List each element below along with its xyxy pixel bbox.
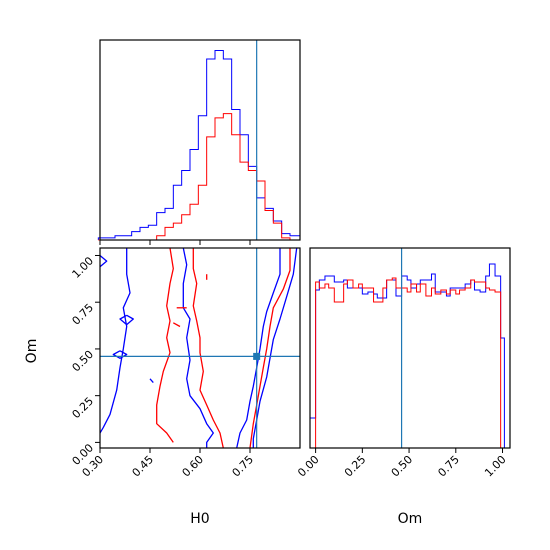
contour-ytick-label-2: 0.50 xyxy=(70,348,97,375)
om-hist-xtick-label-0: 0.00 xyxy=(295,453,322,480)
contour-1-2 xyxy=(192,248,224,448)
contour-ytick-label-4: 1.00 xyxy=(70,254,97,281)
h0-histogram-panel xyxy=(97,39,301,245)
om-histogram-panel: 0.00 0.25 0.50 0.75 1.00 xyxy=(295,247,511,480)
contour-0-7 xyxy=(149,378,154,384)
om-y-axis-label: Om xyxy=(24,339,40,364)
om-hist-xtick-label-3: 0.75 xyxy=(435,453,462,480)
h0-histogram-frame xyxy=(99,39,301,241)
contour-0-5 xyxy=(119,314,134,326)
contour-ytick-label-3: 0.75 xyxy=(70,301,97,328)
hist-series-0 xyxy=(97,50,301,240)
om-hist-xtick-label-1: 0.25 xyxy=(342,453,369,480)
contour-0-1 xyxy=(236,248,281,448)
contour-0-6 xyxy=(112,350,128,359)
om-hist-xtick-label-4: 1.00 xyxy=(482,453,509,480)
contour-1-0 xyxy=(156,248,174,443)
contour-ytick-label-1: 0.25 xyxy=(70,395,97,422)
contour-xtick-label-1: 0.45 xyxy=(130,453,157,480)
contour-xtick-label-3: 0.75 xyxy=(230,453,257,480)
contour-1-1 xyxy=(249,248,291,448)
hist-series-1 xyxy=(310,277,505,449)
h0-axis-label: H0 xyxy=(190,511,209,527)
hist-series-0 xyxy=(309,263,505,448)
om-histogram-frame xyxy=(309,247,511,449)
om-vs-h0-contour-panel: 0.30 0.45 0.60 0.750.000.250.500.751.00 xyxy=(70,247,301,480)
contour-xtick-label-2: 0.60 xyxy=(180,453,207,480)
om-axis-label: Om xyxy=(398,511,423,527)
contour-lines xyxy=(100,248,298,448)
contour-0-2 xyxy=(100,248,131,434)
contour-1-5 xyxy=(172,322,181,328)
truth-marker xyxy=(253,352,261,360)
om-hist-xtick-label-2: 0.50 xyxy=(389,453,416,480)
contour-0-0 xyxy=(182,248,214,448)
contour-0-4 xyxy=(100,255,108,268)
contour-0-3 xyxy=(252,248,298,448)
hist-series-1 xyxy=(98,113,300,241)
